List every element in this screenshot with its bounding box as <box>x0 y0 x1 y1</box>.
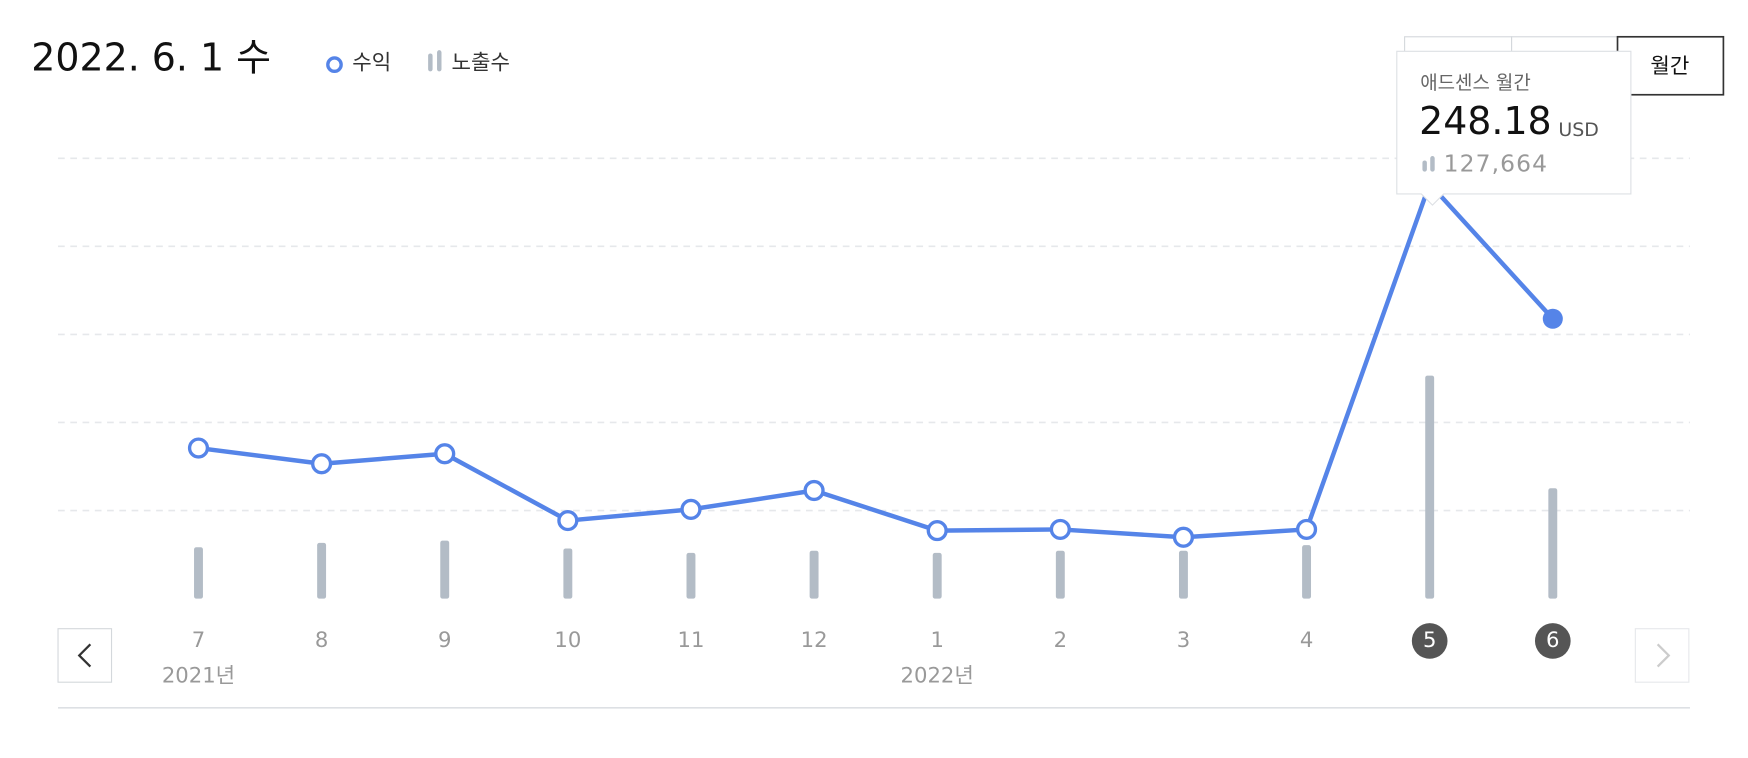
tooltip-title: 애드센스 월간 <box>1420 72 1531 94</box>
tooltip-bar-icon <box>1430 156 1435 172</box>
x-tick-label: 12 <box>801 627 828 652</box>
grid <box>58 157 1690 512</box>
x-tick-label: 6 <box>1546 627 1559 652</box>
year-label: 2021년 <box>162 663 235 688</box>
x-tick-label: 3 <box>1177 627 1190 652</box>
legend-bar-icon <box>437 50 442 72</box>
bar <box>440 540 450 599</box>
point <box>1295 518 1318 541</box>
bar <box>1055 550 1065 599</box>
bar <box>1178 550 1188 599</box>
legend: 수익 노출수 <box>326 50 510 75</box>
tooltip: 애드센스 월간 248.18 USD 127,664 <box>1396 50 1632 206</box>
point <box>680 498 702 520</box>
tooltip-bar-icon <box>1422 160 1427 172</box>
point <box>803 479 825 502</box>
bar <box>1548 488 1558 599</box>
bar <box>1425 375 1435 599</box>
point <box>311 453 333 475</box>
tooltip-impressions: 127,664 <box>1444 149 1549 177</box>
line <box>198 181 1555 540</box>
x-tick-label: 9 <box>438 627 451 652</box>
point <box>557 509 579 532</box>
point <box>1172 526 1195 548</box>
next-box[interactable] <box>1634 628 1690 683</box>
prev-box[interactable] <box>57 628 113 683</box>
tooltip-value: 248.18 <box>1419 99 1552 143</box>
x-tick-highlight <box>1534 623 1571 659</box>
x-tick-label: 4 <box>1300 627 1313 652</box>
next-button[interactable] <box>1634 628 1690 683</box>
bar <box>1302 545 1312 599</box>
tooltip-box <box>1396 50 1632 206</box>
x-tick-label: 2 <box>1054 627 1067 652</box>
prev-arrow <box>77 643 92 668</box>
chart-title: 2022. 6. 1 수 <box>31 36 271 80</box>
point <box>926 520 948 542</box>
x-tick-label: 5 <box>1423 627 1436 652</box>
bar <box>563 548 573 599</box>
legend-label: 수익 <box>352 50 391 75</box>
x-tick-label: 7 <box>192 627 205 652</box>
bar <box>317 542 327 599</box>
year-label: 2022년 <box>901 663 974 688</box>
bar <box>809 550 819 599</box>
point <box>1049 518 1071 541</box>
next-arrow <box>1656 643 1671 668</box>
legend-bar-icon <box>428 53 433 72</box>
point <box>434 443 456 465</box>
legend-label: 노출수 <box>452 50 510 75</box>
bar <box>194 547 203 599</box>
prev-button[interactable] <box>57 628 113 683</box>
x-tick-label: 1 <box>930 627 943 652</box>
x-tick-label: 8 <box>315 627 328 652</box>
bar <box>932 552 942 599</box>
legend-line-icon <box>326 56 343 74</box>
x-tick-label: 10 <box>554 627 581 652</box>
x-tick-label: 11 <box>678 627 705 652</box>
x-tick-highlight <box>1411 623 1448 659</box>
tooltip-unit: USD <box>1558 119 1598 141</box>
point <box>187 437 210 459</box>
point <box>1542 308 1563 329</box>
period-button-label: 월간 <box>1650 53 1689 78</box>
bar <box>686 552 696 599</box>
